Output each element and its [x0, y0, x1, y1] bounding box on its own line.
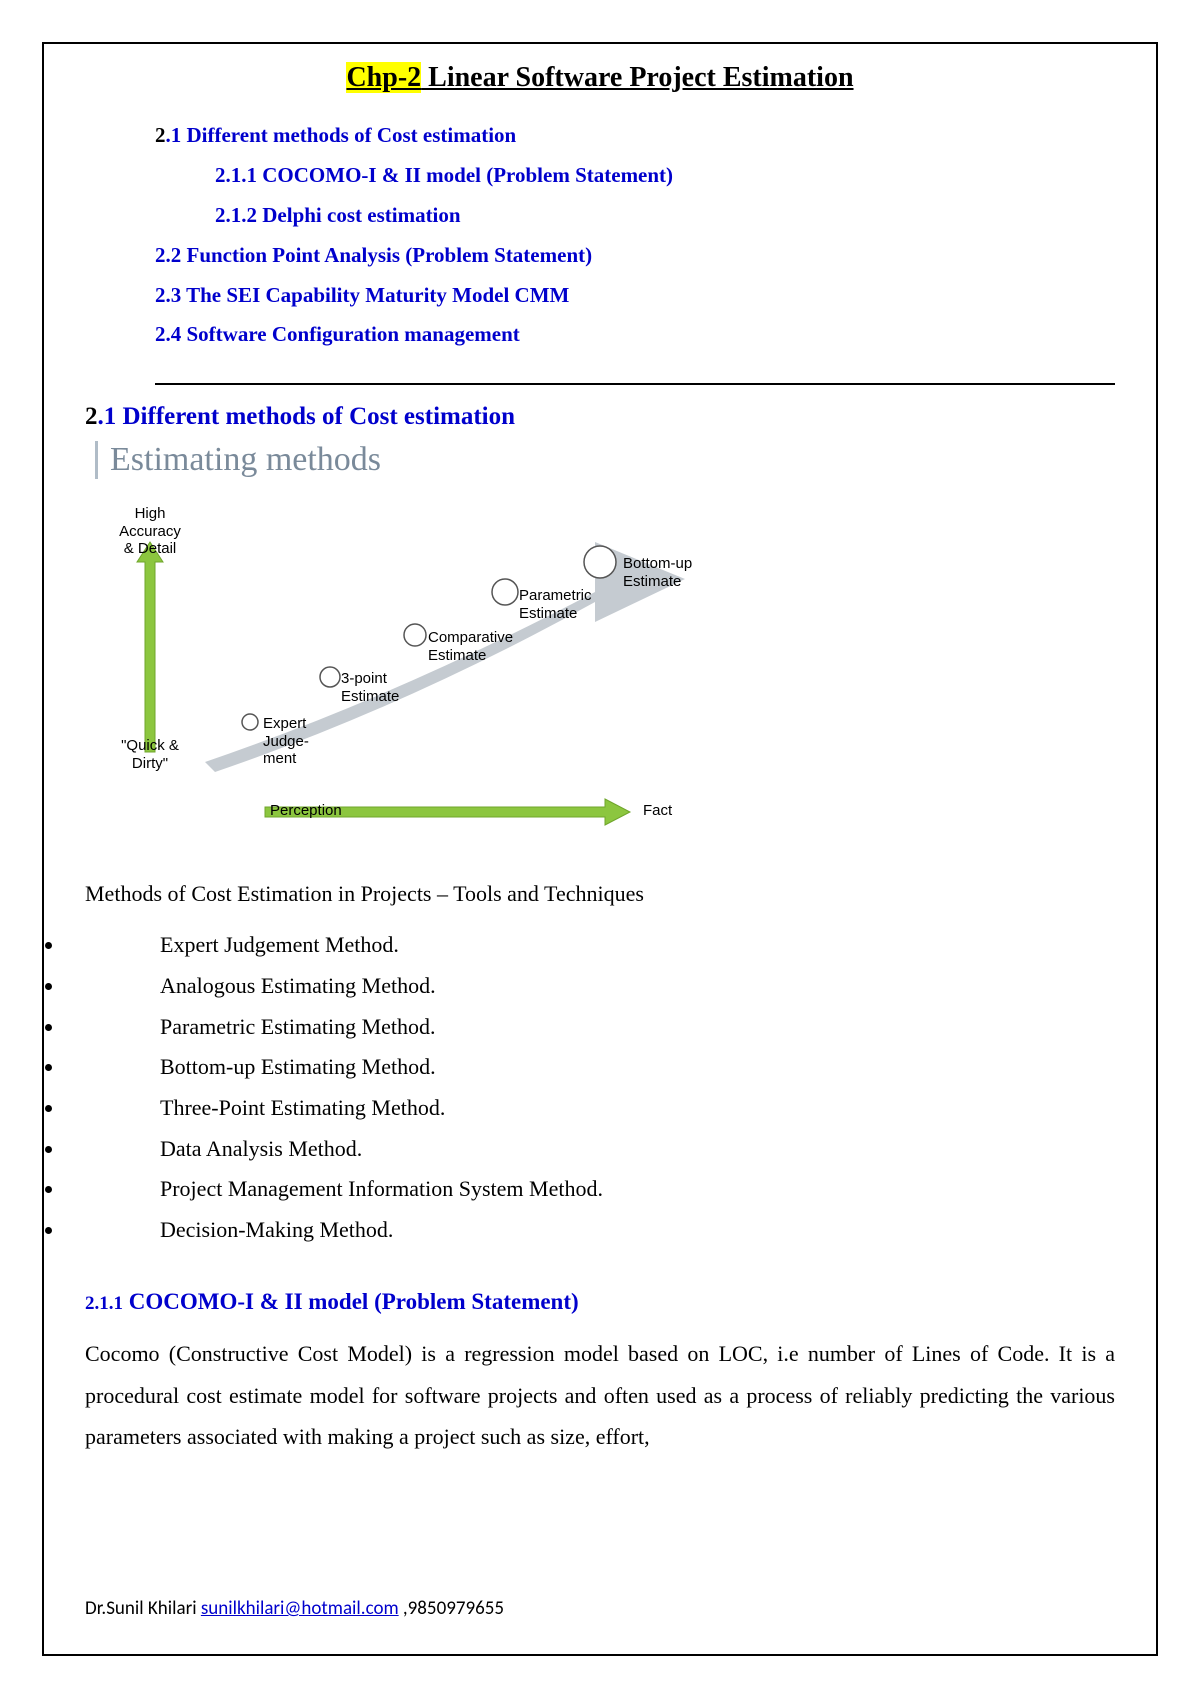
chapter-title: Chp-2 Linear Software Project Estimation — [85, 62, 1115, 94]
chart-node-threepoint — [320, 667, 340, 687]
chart-node-parametric — [492, 579, 518, 605]
vertical-green-arrow — [137, 542, 163, 752]
chapter-name: Linear Software Project Estimation — [421, 62, 853, 93]
y-axis-high-label: HighAccuracy& Detail — [105, 505, 195, 557]
toc-sub-item: 2.1.2 Delphi cost estimation — [215, 196, 1115, 236]
chart-node-expert — [242, 714, 258, 730]
x-axis-left-label: Perception — [270, 802, 342, 819]
toc-item: 2.2 Function Point Analysis (Problem Sta… — [155, 236, 1115, 276]
chart-node-label-comparative: ComparativeEstimate — [428, 629, 513, 664]
list-item: Expert Judgement Method. — [65, 925, 1115, 966]
list-item: Three-Point Estimating Method. — [65, 1088, 1115, 1129]
chart-title: Estimating methods — [95, 441, 815, 479]
y-axis-low-label: "Quick &Dirty" — [105, 737, 195, 772]
chart-node-label-parametric: ParametricEstimate — [519, 587, 592, 622]
toc-item: 2.1 Different methods of Cost estimation — [155, 116, 1115, 156]
footer-author: Dr.Sunil Khilari — [85, 1597, 201, 1620]
divider — [155, 383, 1115, 385]
chart-node-label-bottomup: Bottom-upEstimate — [623, 555, 692, 590]
chart-caption: Methods of Cost Estimation in Projects –… — [85, 881, 1115, 907]
table-of-contents: 2.1 Different methods of Cost estimation… — [155, 116, 1115, 355]
page-content: Chp-2 Linear Software Project Estimation… — [85, 62, 1115, 1458]
chart-node-bottomup — [584, 546, 616, 578]
chart-node-label-expert: ExpertJudge-ment — [263, 715, 309, 767]
chapter-number: Chp-2 — [346, 62, 421, 93]
x-axis-right-label: Fact — [643, 802, 672, 819]
subsection-heading: 2.1.1 COCOMO-I & II model (Problem State… — [85, 1289, 1115, 1315]
chart-node-comparative — [404, 624, 426, 646]
toc-sub-item: 2.1.1 COCOMO-I & II model (Problem State… — [215, 156, 1115, 196]
list-item: Parametric Estimating Method. — [65, 1007, 1115, 1048]
body-paragraph: Cocomo (Constructive Cost Model) is a re… — [85, 1333, 1115, 1458]
list-item: Project Management Information System Me… — [65, 1169, 1115, 1210]
toc-item: 2.3 The SEI Capability Maturity Model CM… — [155, 276, 1115, 316]
list-item: Bottom-up Estimating Method. — [65, 1047, 1115, 1088]
footer-email-link[interactable]: sunilkhilari@hotmail.com — [201, 1597, 399, 1620]
list-item: Data Analysis Method. — [65, 1129, 1115, 1170]
list-item: Decision-Making Method. — [65, 1210, 1115, 1251]
list-item: Analogous Estimating Method. — [65, 966, 1115, 1007]
footer-phone: ,9850979655 — [399, 1597, 504, 1620]
chart-area: HighAccuracy& Detail "Quick &Dirty" Perc… — [95, 497, 795, 827]
section-heading: 2.1 Different methods of Cost estimation — [85, 403, 1115, 431]
estimating-methods-chart: Estimating methods HighAccurac — [95, 441, 815, 861]
methods-list: Expert Judgement Method.Analogous Estima… — [65, 925, 1115, 1251]
toc-item: 2.4 Software Configuration management — [155, 315, 1115, 355]
page-footer: Dr.Sunil Khilari sunilkhilari@hotmail.co… — [85, 1597, 504, 1620]
chart-node-label-threepoint: 3-pointEstimate — [341, 670, 399, 705]
